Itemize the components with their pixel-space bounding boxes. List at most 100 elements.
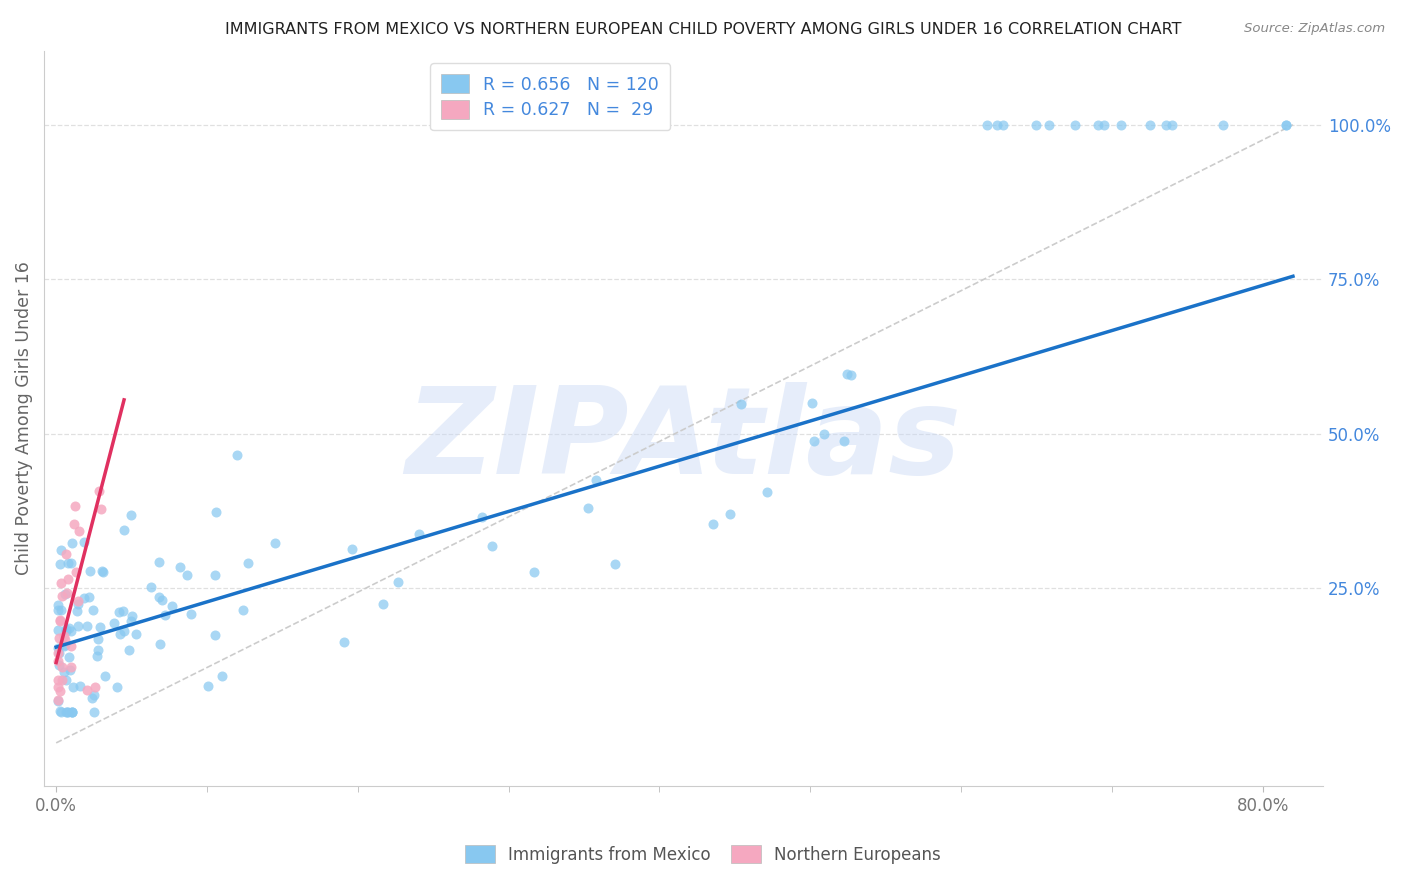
Point: [112, 524, 135, 538]
Point: [387, 574, 409, 589]
Point: [55, 673, 77, 687]
Point: [46, 646, 69, 660]
Point: [69, 679, 91, 693]
Point: [264, 535, 287, 549]
Point: [813, 426, 835, 441]
Point: [49, 684, 72, 698]
Point: [523, 565, 546, 579]
Point: [66, 604, 89, 618]
Point: [718, 507, 741, 521]
Point: [408, 527, 430, 541]
Point: [976, 118, 998, 132]
Legend: Immigrants from Mexico, Northern Europeans: Immigrants from Mexico, Northern Europea…: [458, 838, 948, 871]
Text: Source: ZipAtlas.com: Source: ZipAtlas.com: [1244, 22, 1385, 36]
Point: [153, 608, 176, 623]
Point: [56, 572, 79, 586]
Y-axis label: Child Poverty Among Girls Under 16: Child Poverty Among Girls Under 16: [15, 261, 32, 575]
Point: [120, 508, 142, 522]
Point: [53, 633, 76, 648]
Point: [51, 673, 73, 687]
Point: [46, 624, 69, 638]
Point: [204, 628, 226, 642]
Point: [48, 613, 70, 627]
Point: [52, 629, 75, 643]
Point: [59, 664, 82, 678]
Point: [63, 516, 86, 531]
Point: [160, 599, 183, 614]
Point: [46, 681, 69, 695]
Point: [89, 620, 111, 634]
Point: [90, 565, 112, 579]
Point: [1064, 118, 1087, 132]
Point: [702, 517, 724, 532]
Point: [197, 679, 219, 693]
Point: [60, 624, 83, 639]
Point: [56, 705, 79, 719]
Point: [91, 566, 114, 580]
Point: [118, 642, 141, 657]
Point: [211, 669, 233, 683]
Point: [49, 614, 72, 628]
Point: [58, 621, 80, 635]
Text: IMMIGRANTS FROM MEXICO VS NORTHERN EUROPEAN CHILD POVERTY AMONG GIRLS UNDER 16 C: IMMIGRANTS FROM MEXICO VS NORTHERN EUROP…: [225, 22, 1181, 37]
Legend: R = 0.656   N = 120, R = 0.627   N =  29: R = 0.656 N = 120, R = 0.627 N = 29: [430, 63, 671, 130]
Point: [49, 705, 72, 719]
Point: [803, 434, 825, 448]
Point: [51, 542, 73, 557]
Point: [51, 589, 73, 603]
Point: [86, 649, 108, 664]
Point: [49, 704, 72, 718]
Point: [730, 397, 752, 411]
Point: [800, 396, 823, 410]
Point: [114, 624, 136, 639]
Point: [58, 557, 80, 571]
Point: [340, 542, 363, 557]
Point: [120, 614, 142, 628]
Point: [48, 646, 70, 660]
Point: [576, 500, 599, 515]
Point: [176, 567, 198, 582]
Point: [53, 639, 76, 653]
Point: [86, 643, 108, 657]
Point: [121, 608, 143, 623]
Point: [139, 580, 162, 594]
Point: [46, 654, 69, 668]
Point: [1275, 118, 1298, 132]
Point: [46, 641, 69, 656]
Point: [46, 673, 69, 687]
Point: [60, 705, 83, 719]
Point: [236, 557, 259, 571]
Point: [103, 615, 125, 630]
Point: [65, 565, 87, 579]
Point: [59, 660, 82, 674]
Point: [76, 683, 98, 698]
Point: [1161, 118, 1184, 132]
Point: [205, 505, 228, 519]
Point: [87, 632, 110, 646]
Point: [66, 597, 89, 611]
Point: [180, 607, 202, 621]
Point: [169, 559, 191, 574]
Point: [83, 705, 105, 719]
Point: [481, 540, 503, 554]
Point: [56, 586, 79, 600]
Point: [83, 688, 105, 702]
Point: [80, 691, 103, 706]
Point: [46, 694, 69, 708]
Point: [991, 118, 1014, 132]
Point: [60, 557, 83, 571]
Point: [108, 627, 131, 641]
Point: [1092, 118, 1115, 132]
Point: [55, 624, 77, 639]
Point: [1087, 118, 1109, 132]
Point: [56, 705, 79, 719]
Point: [60, 705, 83, 719]
Point: [471, 509, 494, 524]
Point: [232, 603, 254, 617]
Point: [108, 605, 131, 619]
Text: ZIPAtlas: ZIPAtlas: [405, 382, 962, 499]
Point: [373, 598, 395, 612]
Point: [67, 524, 90, 538]
Point: [73, 591, 96, 605]
Point: [94, 669, 117, 683]
